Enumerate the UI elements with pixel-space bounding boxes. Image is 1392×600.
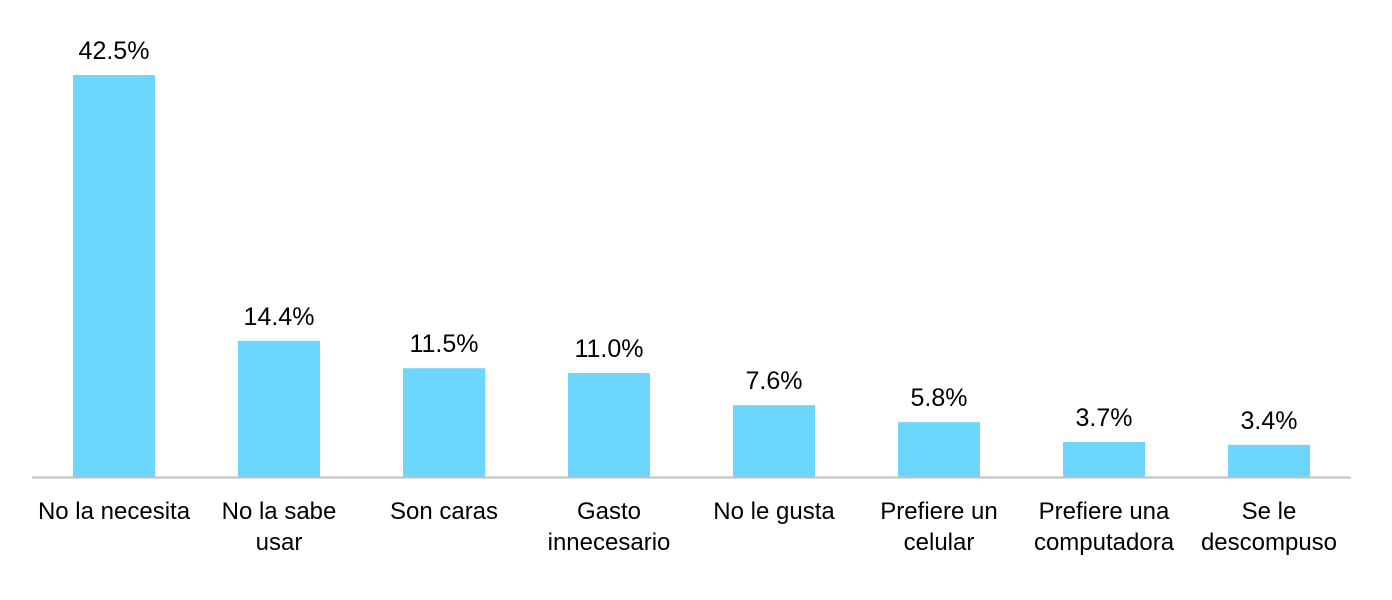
data-label-6: 3.7% (1076, 404, 1133, 432)
data-label-2: 11.5% (409, 330, 478, 358)
category-label-4: No le gusta (713, 498, 835, 525)
bar-6 (1063, 442, 1145, 477)
bars-group (73, 75, 1310, 477)
category-label-1: No la sabe usar (221, 498, 337, 556)
category-label-7: Se le descompuso (1200, 498, 1338, 556)
category-label-0: No la necesita (37, 498, 191, 525)
category-label-2: Son caras (389, 498, 499, 525)
bar-5 (898, 422, 980, 477)
category-label-3: Gasto innecesario (547, 498, 671, 556)
category-label-5: Prefiere un celular (880, 498, 998, 556)
data-label-4: 7.6% (746, 367, 803, 395)
bar-1 (238, 340, 320, 477)
bar-3 (568, 372, 650, 477)
data-label-3: 11.0% (574, 335, 643, 363)
data-label-0: 42.5% (79, 37, 150, 65)
data-label-1: 14.4% (244, 303, 315, 331)
bar-0 (73, 75, 155, 477)
data-label-5: 5.8% (911, 384, 968, 412)
bar-2 (403, 368, 485, 477)
bar-4 (733, 405, 815, 477)
bar-7 (1228, 444, 1310, 477)
category-label-6: Prefiere una computadora (1033, 498, 1175, 556)
data-labels-group: 42.5% 14.4% 11.5% 11.0% 7.6% 5.8% 3.7% 3.4% (79, 37, 1298, 435)
data-label-7: 3.4% (1241, 407, 1298, 435)
